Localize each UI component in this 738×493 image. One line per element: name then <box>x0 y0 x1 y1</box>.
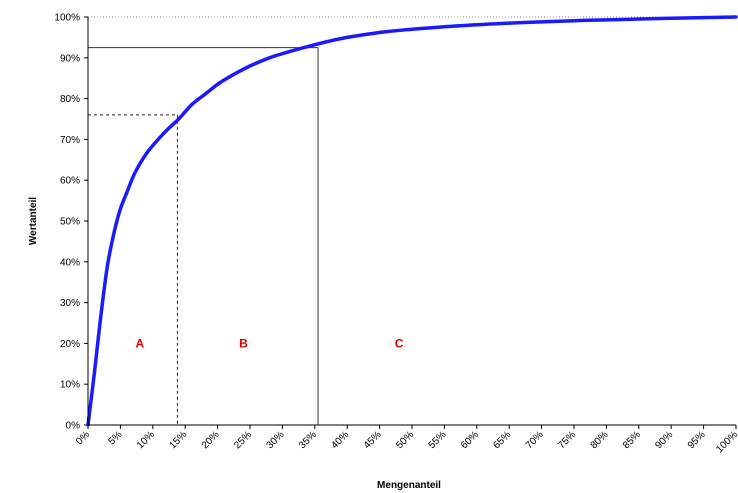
y-tick-label: 20% <box>60 339 80 350</box>
x-tick-label: 80% <box>589 429 611 451</box>
y-tick-label: 90% <box>60 53 80 64</box>
x-tick-label: 5% <box>107 429 125 447</box>
x-tick-label: 45% <box>362 429 384 451</box>
y-tick-label: 50% <box>60 217 80 228</box>
pareto-curve <box>86 15 738 427</box>
y-tick-label: 70% <box>60 135 80 146</box>
y-tick-label: 60% <box>60 176 80 187</box>
y-tick-label: 40% <box>60 257 80 268</box>
x-tick-label: 70% <box>524 429 546 451</box>
x-tick-label: 0% <box>74 429 92 447</box>
x-tick-label: 25% <box>232 429 254 451</box>
x-tick-label: 50% <box>394 429 416 451</box>
abc-zone-labels: A B C <box>136 336 404 350</box>
zone-label-c: C <box>395 336 404 350</box>
zone-label-a: A <box>136 336 145 350</box>
y-axis-ticks: 0% 10% 20% 30% 40% 50% 60% 70% 80% 90% 100% <box>54 13 88 432</box>
x-tick-label: 95% <box>686 429 708 451</box>
x-tick-label: 35% <box>297 429 319 451</box>
x-tick-label: 60% <box>459 429 481 451</box>
y-tick-label: 30% <box>60 298 80 309</box>
y-axis-title: Wertanteil <box>28 197 39 245</box>
x-tick-label: 10% <box>135 429 157 451</box>
x-tick-label: 15% <box>167 429 189 451</box>
x-tick-label: 90% <box>653 429 675 451</box>
reference-lines <box>88 16 736 425</box>
x-tick-label: 100% <box>714 429 738 455</box>
x-tick-label: 75% <box>556 429 578 451</box>
x-tick-label: 85% <box>621 429 643 451</box>
x-tick-label: 20% <box>200 429 222 451</box>
zone-label-b: B <box>239 336 248 350</box>
x-tick-label: 55% <box>427 429 449 451</box>
x-tick-label: 40% <box>329 429 351 451</box>
y-tick-label: 80% <box>60 94 80 105</box>
y-tick-label: 10% <box>60 380 80 391</box>
x-axis-title: Mengenanteil <box>377 480 441 491</box>
x-tick-label: 30% <box>265 429 287 451</box>
y-tick-label: 0% <box>66 421 81 432</box>
x-tick-label: 65% <box>491 429 513 451</box>
x-axis-ticks: 0% 5% 10% 15% 20% 25% 30% 35% 40% 45% 50% 55% 60% 65%… <box>74 425 738 455</box>
y-tick-label: 100% <box>54 13 80 24</box>
